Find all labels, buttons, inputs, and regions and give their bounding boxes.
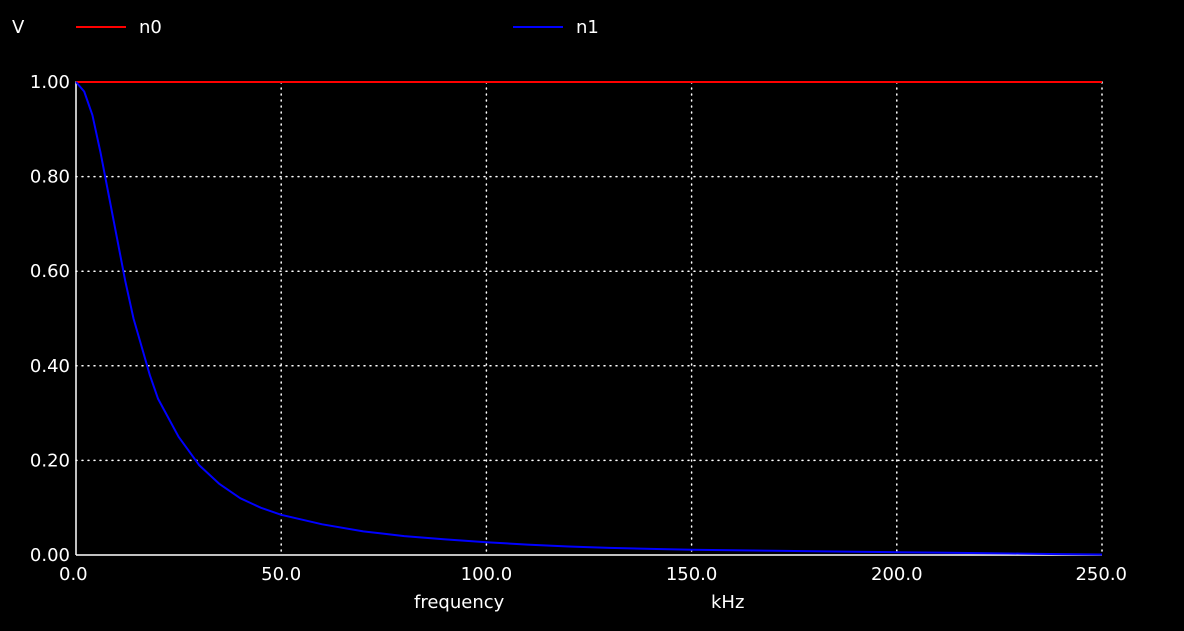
y-tick-label: 0.40 (30, 356, 70, 377)
series-line-n1 (75, 81, 1103, 556)
tick-labels: 0.00 0.20 0.40 0.60 0.80 1.00 0.0 50.0 100.0 150.… (30, 72, 1127, 585)
y-axis-label: V (12, 17, 25, 38)
y-tick-label: 1.00 (30, 72, 70, 93)
series (75, 81, 1103, 556)
legend-label-n1: n1 (576, 17, 599, 38)
y-tick-label: 0.20 (30, 450, 70, 471)
x-tick-label: 200.0 (871, 564, 923, 585)
y-tick-label: 0.80 (30, 167, 70, 188)
x-axis-unit: kHz (711, 592, 744, 613)
x-tick-label: 50.0 (261, 564, 301, 585)
x-tick-label: 250.0 (1075, 564, 1127, 585)
grid (75, 81, 1103, 556)
x-axis-label: frequency (414, 592, 505, 613)
y-tick-label: 0.00 (30, 545, 70, 566)
legend: n0 n1 (76, 17, 599, 38)
y-tick-label: 0.60 (30, 261, 70, 282)
axes (75, 82, 1102, 556)
x-tick-label: 150.0 (666, 564, 718, 585)
x-tick-label: 100.0 (461, 564, 513, 585)
x-tick-label: 0.0 (59, 564, 88, 585)
legend-label-n0: n0 (139, 17, 162, 38)
